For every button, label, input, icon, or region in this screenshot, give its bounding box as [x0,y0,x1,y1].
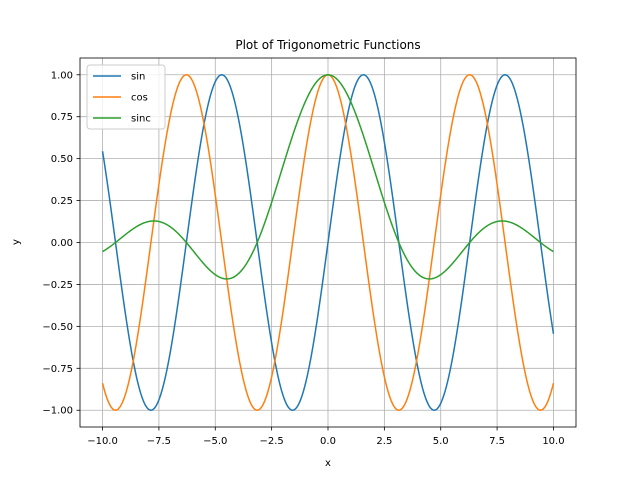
y-tick-label: −0.75 [42,364,73,375]
x-tick-label: −5.0 [203,436,227,447]
x-axis-label: x [325,458,331,469]
series-line-sin [101,74,555,411]
legend-box [86,64,166,130]
legend-label-cos: cos [131,93,148,104]
y-tick-label: 0.50 [51,154,73,165]
y-tick-label: 0.25 [51,196,73,207]
x-tick-label: −10.0 [87,436,118,447]
y-tick-label: 0.75 [51,112,73,123]
y-tick-label: 0.00 [51,238,73,249]
legend: sin cos sinc [86,64,166,130]
x-tick-label: −2.5 [259,436,283,447]
x-axis: −10.0 −7.5 −5.0 −2.5 0.0 2.5 5.0 7.5 10.0 [87,427,565,447]
x-tick-label: 0.0 [320,436,336,447]
legend-label-sin: sin [131,72,145,83]
x-tick-label: −7.5 [147,436,171,447]
y-tick-label: 1.00 [51,70,73,81]
y-axis-label: y [11,239,22,245]
y-tick-label: −0.50 [42,322,73,333]
series-layer [101,74,555,411]
series-line-sinc [102,74,554,280]
y-axis: −1.00 −0.75 −0.50 −0.25 0.00 0.25 0.50 0.75 1.00 [42,70,80,417]
x-tick-label: 10.0 [542,436,564,447]
y-tick-label: −0.25 [42,280,73,291]
x-tick-label: 5.0 [433,436,449,447]
chart-title: Plot of Trigonometric Functions [235,38,420,52]
x-tick-label: 2.5 [376,436,392,447]
legend-label-sinc: sinc [131,114,151,125]
y-tick-label: −1.00 [42,406,73,417]
x-tick-label: 7.5 [489,436,505,447]
